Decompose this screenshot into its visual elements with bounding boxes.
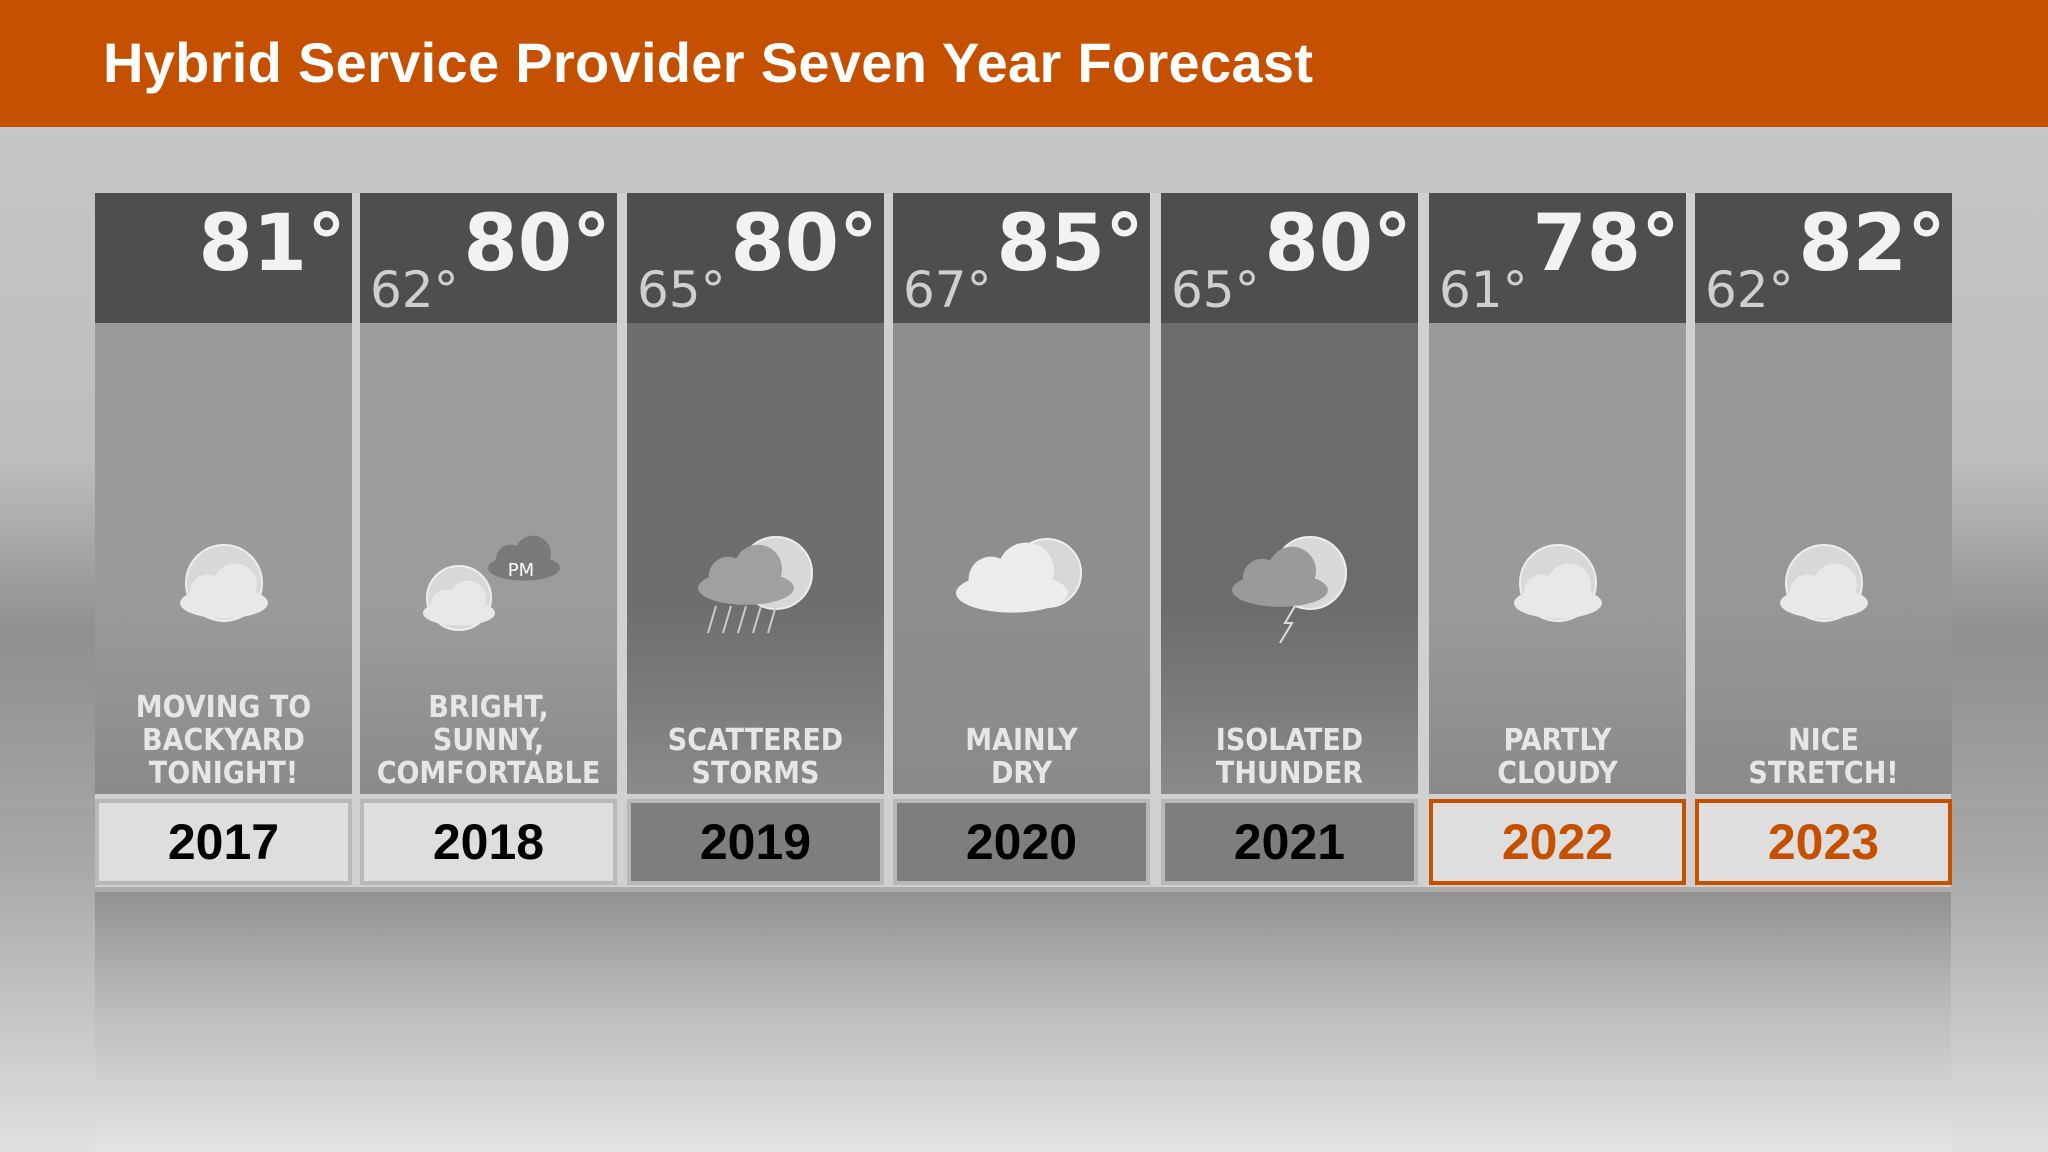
high-temp: 85° (996, 199, 1144, 289)
high-temp: 78° (1532, 199, 1680, 289)
high-temp: 81° (198, 199, 346, 289)
partly-cloudy-icon (942, 528, 1102, 638)
forecast-panel: PM BRIGHT, SUNNY, COMFORTABLE (360, 323, 617, 794)
low-temp: 62° (370, 261, 459, 319)
year-label: 2017 (95, 799, 352, 885)
year-label: 2023 (1695, 799, 1952, 885)
temperature-band: 85° 67° (893, 193, 1150, 323)
year-label: 2018 (360, 799, 617, 885)
thunderstorm-icon (1210, 528, 1370, 644)
forecast-description: ISOLATED THUNDER (1215, 723, 1364, 791)
low-temp: 61° (1439, 261, 1528, 319)
forecast-description: PARTLY CLOUDY (1497, 723, 1618, 791)
forecast-day-2023: 82° 62° NICE STRETCH! 2023 (1695, 193, 1952, 887)
forecast-day-2019: 80° 65° SCATTERED STORMS 2019 (627, 193, 884, 887)
forecast-panel: ISOLATED THUNDER (1161, 323, 1418, 794)
sun-with-cloud-icon (1478, 528, 1638, 638)
low-temp: 62° (1705, 261, 1794, 319)
high-temp: 80° (463, 199, 611, 289)
forecast-day-2020: 85° 67° MAINLY DRY 2020 (893, 193, 1150, 887)
high-temp: 82° (1798, 199, 1946, 289)
board-reflection (95, 892, 1951, 1152)
forecast-panel: MAINLY DRY (893, 323, 1150, 794)
temperature-band: 78° 61° (1429, 193, 1686, 323)
forecast-description: NICE STRETCH! (1748, 723, 1899, 791)
forecast-description: MAINLY DRY (965, 723, 1078, 791)
forecast-description: BRIGHT, SUNNY, COMFORTABLE (376, 690, 601, 791)
svg-text:PM: PM (507, 560, 533, 581)
forecast-day-2021: 80° 65° ISOLATED THUNDER 2021 (1161, 193, 1418, 887)
low-temp: 65° (637, 261, 726, 319)
temperature-band: 80° 65° (1161, 193, 1418, 323)
high-temp: 80° (1264, 199, 1412, 289)
temperature-band: 82° 62° (1695, 193, 1952, 323)
temperature-band: 81° (95, 193, 352, 323)
forecast-description: MOVING TO BACKYARD TONIGHT! (135, 690, 312, 791)
temperature-band: 80° 65° (627, 193, 884, 323)
page-title: Hybrid Service Provider Seven Year Forec… (103, 31, 1314, 94)
year-label: 2019 (627, 799, 884, 885)
high-temp: 80° (730, 199, 878, 289)
year-label: 2020 (893, 799, 1150, 885)
header-bar: Hybrid Service Provider Seven Year Forec… (0, 0, 2048, 127)
forecast-panel: MOVING TO BACKYARD TONIGHT! (95, 323, 352, 794)
temperature-band: 80° 62° (360, 193, 617, 323)
sun-and-pm-storm-icon: PM (409, 528, 569, 638)
year-label: 2021 (1161, 799, 1418, 885)
low-temp: 67° (903, 261, 992, 319)
forecast-panel: SCATTERED STORMS (627, 323, 884, 794)
forecast-description: SCATTERED STORMS (667, 723, 844, 791)
forecast-panel: PARTLY CLOUDY (1429, 323, 1686, 794)
year-label: 2022 (1429, 799, 1686, 885)
forecast-day-2018: 80° 62° PM BRIGHT, SUNNY, COMFORTABLE 20… (360, 193, 617, 887)
storm-rain-icon (676, 528, 836, 638)
forecast-day-2017: 81° MOVING TO BACKYARD TONIGHT! 2017 (95, 193, 352, 887)
forecast-panel: NICE STRETCH! (1695, 323, 1952, 794)
sun-with-cloud-icon (1744, 528, 1904, 638)
forecast-day-2022: 78° 61° PARTLY CLOUDY 2022 (1429, 193, 1686, 887)
sun-with-cloud-icon (144, 528, 304, 638)
low-temp: 65° (1171, 261, 1260, 319)
